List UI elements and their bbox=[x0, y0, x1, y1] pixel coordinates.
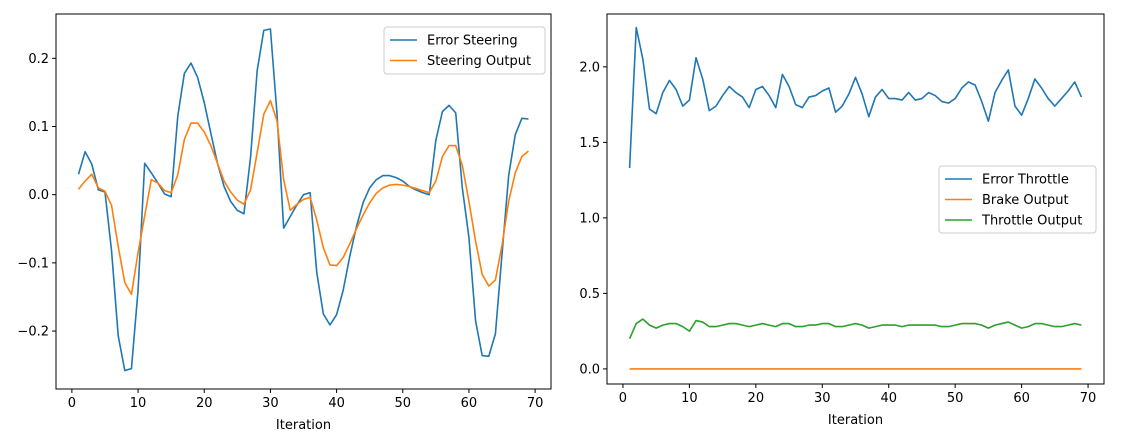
legend-label-brake-output: Brake Output bbox=[982, 193, 1069, 208]
x-tick-label: 10 bbox=[130, 396, 147, 411]
x-axis-label: Iteration bbox=[276, 418, 331, 433]
x-tick-label: 0 bbox=[619, 391, 627, 406]
x-tick-label: 0 bbox=[68, 396, 76, 411]
x-tick-label: 40 bbox=[328, 396, 345, 411]
legend-frame bbox=[383, 26, 546, 75]
y-tick-label: 0.2 bbox=[28, 52, 49, 67]
x-tick-label: 30 bbox=[814, 391, 831, 406]
x-tick-label: 20 bbox=[196, 396, 213, 411]
y-tick-label: 0.0 bbox=[28, 188, 49, 203]
x-tick-label: 30 bbox=[262, 396, 279, 411]
y-tick-label: 0.1 bbox=[28, 120, 49, 135]
legend-label-error-steering: Error Steering bbox=[427, 34, 518, 49]
legend-label-steering-output: Steering Output bbox=[427, 54, 531, 69]
x-tick-label: 50 bbox=[394, 396, 411, 411]
legend: Error Steering Steering Output bbox=[383, 26, 546, 75]
y-tick-label: −0.2 bbox=[17, 325, 49, 340]
legend-label-throttle-output: Throttle Output bbox=[981, 214, 1082, 229]
series-line-steering-output bbox=[77, 99, 530, 296]
x-tick-label: 60 bbox=[461, 396, 478, 411]
throttle-chart: 0 10 20 30 40 50 60 70 0.0 0.5 1.0 1.5 2.0 Iteration E… bbox=[579, 13, 1105, 428]
steering-chart: 0 10 20 30 40 50 60 70 −0.2 −0.1 0.0 0.1 0.2 Iteratio… bbox=[17, 13, 552, 433]
y-tick-label: 0.5 bbox=[579, 287, 600, 302]
series-line-throttle-output bbox=[628, 318, 1082, 340]
x-tick-label: 10 bbox=[681, 391, 698, 406]
x-tick-label: 60 bbox=[1013, 391, 1030, 406]
x-axis-label: Iteration bbox=[828, 413, 883, 428]
y-tick-label: 1.5 bbox=[579, 136, 600, 151]
legend-frame bbox=[938, 165, 1097, 234]
legend-label-error-throttle: Error Throttle bbox=[982, 173, 1069, 188]
y-tick-label: 1.0 bbox=[579, 211, 600, 226]
x-tick-label: 40 bbox=[880, 391, 897, 406]
y-tick-label: −0.1 bbox=[17, 256, 49, 271]
series-line-error-throttle bbox=[628, 26, 1083, 169]
x-tick-label: 50 bbox=[947, 391, 964, 406]
y-tick-label: 2.0 bbox=[579, 60, 600, 75]
legend: Error Throttle Brake Output Throttle Outpu… bbox=[938, 165, 1097, 234]
x-tick-label: 70 bbox=[1080, 391, 1097, 406]
y-tick-label: 0.0 bbox=[579, 362, 600, 377]
x-tick-label: 20 bbox=[748, 391, 765, 406]
series-line-error-steering bbox=[77, 28, 529, 372]
x-tick-label: 70 bbox=[527, 396, 544, 411]
